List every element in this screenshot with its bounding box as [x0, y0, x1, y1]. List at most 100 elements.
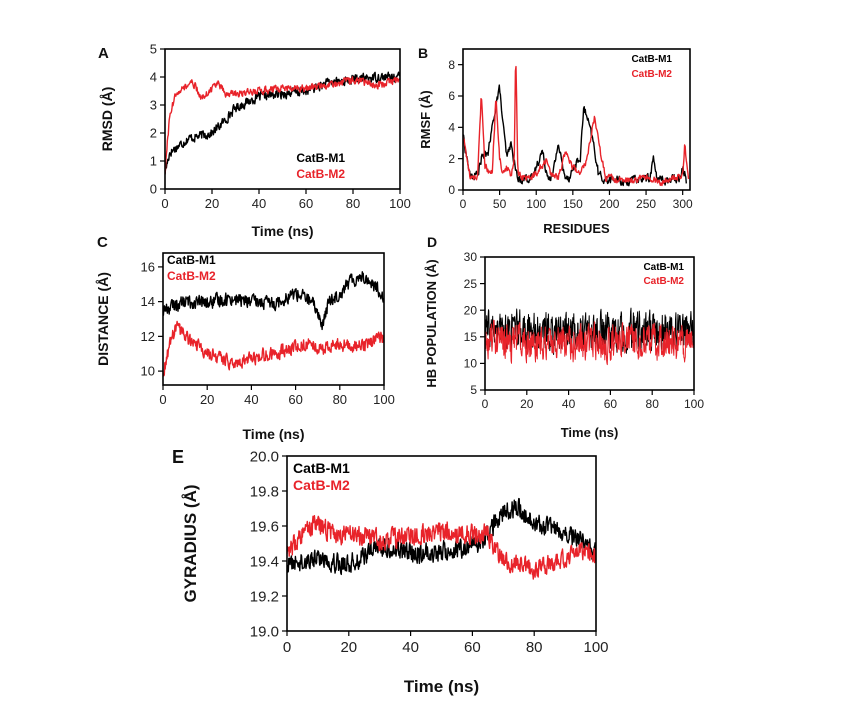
x-tick-label: 40 — [252, 196, 266, 211]
y-tick-label: 0 — [448, 183, 455, 197]
plot-frame — [484, 256, 695, 391]
x-tick-label: 0 — [482, 397, 489, 411]
x-axis-label: Time (ns) — [252, 223, 314, 239]
x-tick-label: 100 — [373, 392, 395, 407]
y-tick-label: 4 — [448, 121, 455, 135]
y-tick-label: 25 — [464, 277, 478, 291]
legend-entry: CatB-M2 — [643, 276, 684, 287]
x-tick-label: 200 — [599, 197, 619, 211]
x-tick-label: 50 — [493, 197, 507, 211]
x-tick-label: 60 — [604, 397, 618, 411]
plot-frame — [286, 455, 597, 632]
x-axis-label: RESIDUES — [543, 221, 610, 236]
x-tick-label: 40 — [402, 639, 419, 656]
y-tick-label: 20.0 — [250, 448, 279, 465]
series-line-catb-m2 — [287, 515, 596, 580]
x-tick-label: 60 — [299, 196, 313, 211]
y-tick-label: 30 — [464, 250, 478, 264]
x-axis-label: Time (ns) — [243, 426, 305, 442]
y-tick-label: 19.8 — [250, 483, 279, 500]
series-line-catb-m1 — [287, 497, 596, 576]
x-tick-label: 0 — [159, 392, 166, 407]
x-axis-label: Time (ns) — [561, 425, 619, 440]
y-tick-label: 6 — [448, 89, 455, 103]
series-line-catb-m2 — [163, 320, 384, 377]
series-line-catb-m1 — [485, 307, 694, 355]
x-tick-label: 0 — [460, 197, 467, 211]
series-line-catb-m2 — [485, 319, 694, 366]
panel-a: A 0 20 40 60 80 100 0 1 2 3 4 5 Time (ns) RMSD (Å) CatB… — [98, 42, 411, 239]
panel-b: B 0 50 100 150 200 250 300 0 2 4 6 8 RESIDUES RMSF (Å)… — [418, 45, 693, 236]
series-line-catb-m2 — [165, 76, 400, 174]
x-tick-label: 100 — [583, 639, 608, 656]
y-tick-label: 19.4 — [250, 553, 279, 570]
panel-c: C 0 20 40 60 80 100 10 12 14 16 Time (ns) DISTANCE (… — [95, 234, 395, 442]
x-tick-label: 20 — [205, 196, 219, 211]
x-axis-label: Time (ns) — [404, 677, 479, 696]
legend-entry: CatB-M1 — [631, 54, 672, 65]
legend-entry: CatB-M2 — [167, 269, 216, 283]
y-tick-label: 20 — [464, 303, 478, 317]
y-axis-label: DISTANCE (Å) — [95, 272, 111, 366]
y-tick-label: 19.2 — [250, 588, 279, 605]
y-tick-label: 15 — [464, 330, 478, 344]
y-tick-label: 10 — [141, 364, 155, 379]
y-axis-label: GYRADIUS (Å) — [181, 484, 200, 602]
panel-label: D — [427, 234, 437, 250]
x-tick-label: 300 — [673, 197, 693, 211]
y-tick-label: 2 — [150, 126, 157, 141]
y-tick-label: 0 — [150, 182, 157, 197]
y-tick-label: 16 — [141, 259, 155, 274]
plot-frame — [462, 48, 691, 191]
series-line-catb-m1 — [163, 271, 384, 331]
y-axis-label: RMSD (Å) — [99, 87, 115, 152]
x-tick-label: 100 — [684, 397, 704, 411]
series-line-catb-m2 — [463, 65, 690, 187]
legend-entry: CatB-M1 — [293, 460, 350, 476]
legend-entry: CatB-M2 — [296, 167, 345, 181]
y-axis-label: RMSF (Å) — [418, 90, 433, 149]
x-tick-label: 100 — [389, 196, 411, 211]
x-tick-label: 20 — [200, 392, 214, 407]
y-tick-label: 5 — [150, 42, 157, 57]
x-tick-label: 150 — [563, 197, 583, 211]
panel-d: D 0 20 40 60 80 100 5 10 15 20 25 30 Time (ns) HB POPU… — [424, 234, 704, 440]
x-tick-label: 80 — [646, 397, 660, 411]
y-tick-label: 12 — [141, 329, 155, 344]
panel-label: B — [418, 45, 428, 61]
y-tick-label: 8 — [448, 58, 455, 72]
y-tick-label: 14 — [141, 294, 155, 309]
x-tick-label: 100 — [526, 197, 546, 211]
legend-entry: CatB-M1 — [296, 151, 345, 165]
x-tick-label: 0 — [283, 639, 291, 656]
x-tick-label: 40 — [244, 392, 258, 407]
legend-entry: CatB-M2 — [631, 69, 672, 80]
y-axis-label: HB POPULATION (Å) — [424, 259, 439, 387]
legend-entry: CatB-M1 — [643, 262, 684, 273]
y-tick-label: 4 — [150, 70, 157, 85]
panel-e: E 0 20 40 60 80 100 19.0 19.2 19.4 19.6 19.8 20.0 Tim… — [172, 447, 609, 696]
x-tick-label: 40 — [562, 397, 576, 411]
y-tick-label: 5 — [470, 383, 477, 397]
y-tick-label: 1 — [150, 154, 157, 169]
panel-label: E — [172, 447, 184, 467]
panel-label: C — [97, 234, 108, 251]
plot-frame — [162, 252, 385, 386]
plot-frame — [164, 48, 401, 190]
legend-entry: CatB-M1 — [167, 253, 216, 267]
x-tick-label: 0 — [161, 196, 168, 211]
x-tick-label: 80 — [333, 392, 347, 407]
x-tick-label: 80 — [346, 196, 360, 211]
y-tick-label: 2 — [448, 152, 455, 166]
legend-entry: CatB-M2 — [293, 477, 350, 493]
x-tick-label: 60 — [464, 639, 481, 656]
x-tick-label: 250 — [636, 197, 656, 211]
y-tick-label: 19.0 — [250, 623, 279, 640]
y-tick-label: 10 — [464, 357, 478, 371]
y-tick-label: 3 — [150, 98, 157, 113]
x-tick-label: 20 — [340, 639, 357, 656]
x-tick-label: 20 — [520, 397, 534, 411]
x-tick-label: 80 — [526, 639, 543, 656]
panel-label: A — [98, 45, 109, 62]
